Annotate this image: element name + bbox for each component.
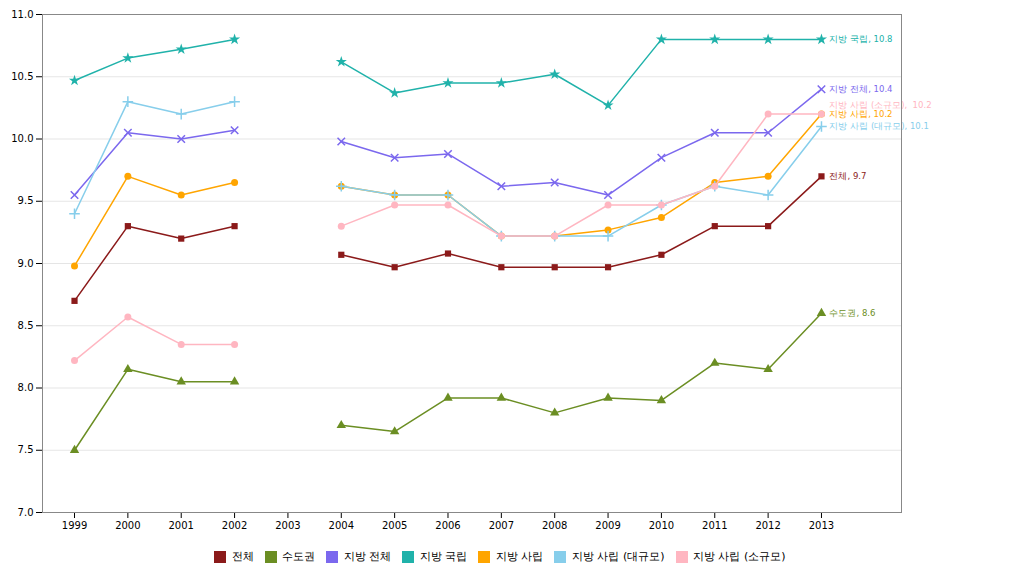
svg-text:지방 사립, 10.2: 지방 사립, 10.2	[829, 109, 892, 119]
svg-text:2003: 2003	[275, 520, 300, 531]
svg-text:2010: 2010	[649, 520, 674, 531]
svg-text:2007: 2007	[489, 520, 514, 531]
svg-text:10.0: 10.0	[11, 133, 33, 144]
svg-text:9.0: 9.0	[18, 258, 34, 269]
svg-text:지방 사립 (대규모), 10.1: 지방 사립 (대규모), 10.1	[829, 121, 928, 131]
html-text:지방 전체: 지방 전체	[343, 550, 392, 563]
svg-text:8.0: 8.0	[18, 382, 34, 393]
svg-text:2005: 2005	[382, 520, 407, 531]
svg-text:2006: 2006	[435, 520, 460, 531]
html-text:전체: 전체	[231, 550, 254, 563]
svg-text:2009: 2009	[595, 520, 620, 531]
svg-text:2012: 2012	[755, 520, 780, 531]
svg-text:전체, 9.7: 전체, 9.7	[829, 171, 866, 181]
svg-text:2004: 2004	[329, 520, 354, 531]
svg-text:수도권, 8.6: 수도권, 8.6	[829, 308, 875, 318]
html-text:지방 사립: 지방 사립	[495, 550, 544, 563]
html-text:지방 사립 (대규모): 지방 사립 (대규모)	[571, 550, 665, 563]
svg-text:10.5: 10.5	[11, 71, 33, 82]
svg-text:지방 국립, 10.8: 지방 국립, 10.8	[829, 34, 892, 44]
html-text:지방 국립: 지방 국립	[419, 550, 468, 563]
svg-text:2002: 2002	[222, 520, 247, 531]
svg-text:2008: 2008	[542, 520, 567, 531]
svg-text:지방 전체, 10.4: 지방 전체, 10.4	[829, 84, 892, 94]
svg-text:7.0: 7.0	[18, 507, 34, 518]
svg-text:2011: 2011	[702, 520, 727, 531]
svg-text:2001: 2001	[168, 520, 193, 531]
svg-text:지방 사립 (소규모), 10.2: 지방 사립 (소규모), 10.2	[829, 100, 932, 111]
svg-text:9.5: 9.5	[18, 195, 34, 206]
html-text:지방 사립 (소규모): 지방 사립 (소규모)	[693, 550, 786, 563]
svg-text:11.0: 11.0	[11, 9, 33, 20]
svg-text:8.5: 8.5	[18, 320, 34, 331]
svg-text:1999: 1999	[62, 520, 87, 531]
svg-text:2013: 2013	[809, 520, 834, 531]
html-text:수도권: 수도권	[282, 550, 316, 563]
svg-text:7.5: 7.5	[18, 444, 34, 455]
svg-text:2000: 2000	[115, 520, 140, 531]
